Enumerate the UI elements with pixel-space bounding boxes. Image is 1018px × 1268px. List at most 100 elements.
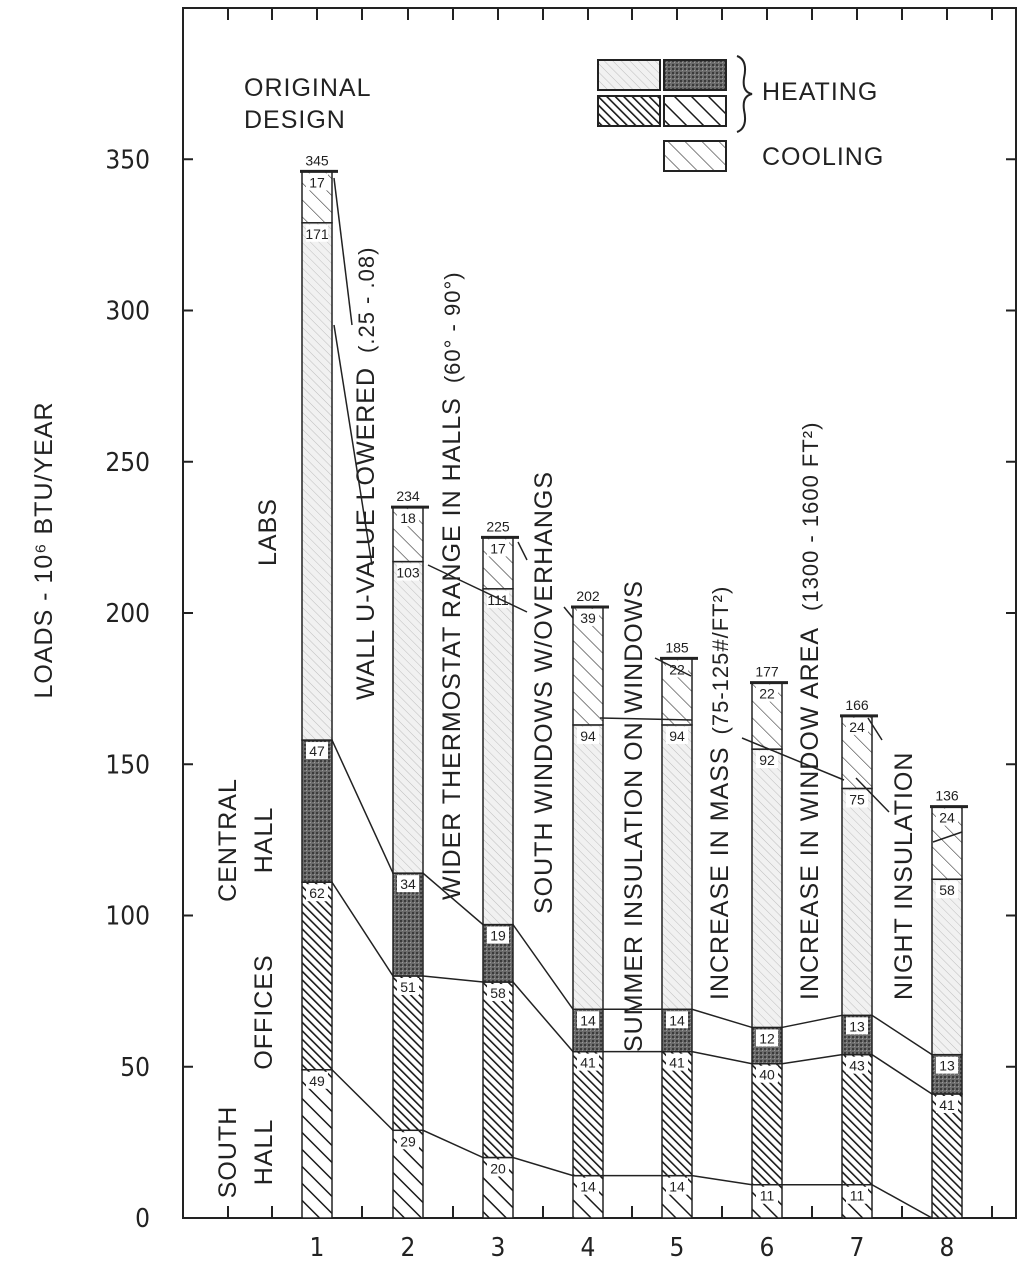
bar-segment [931,878,963,1056]
bar-segment [931,1093,963,1219]
y-tick-label: 350 [105,145,150,175]
central-hall-label-line2: HALL [250,807,278,874]
segment-value-label: 39 [580,610,596,626]
segment-value-label: 43 [849,1058,865,1074]
bar-segment [751,748,783,1029]
segment-value-label: 29 [400,1133,416,1149]
segment-label-bg [666,1011,688,1029]
annotation-wall-u-value: WALL U-VALUE LOWERED(.25 - .08) [352,247,380,700]
bar-segment [482,981,514,1159]
y-tick-label: 250 [105,448,150,478]
segment-label-bg [487,984,509,1002]
segment-value-label: 94 [669,728,685,744]
y-tick-label: 100 [105,902,150,932]
segment-label-bg [756,1029,778,1047]
bar-segment [572,1050,604,1177]
segment-value-label: 24 [939,810,955,826]
y-tick-label: 150 [105,750,150,780]
series-labels: ORIGINAL DESIGN LABS CENTRAL HALL OFFICE… [214,74,371,1199]
bar-group: 29 51 34 103 18 234 [391,488,429,1219]
leader-window-area [741,737,845,781]
segment-label-bg [756,1065,778,1083]
original-design-label-line1: ORIGINAL [244,74,371,102]
annotation-leaders [333,177,963,843]
segment-label-bg [306,1071,328,1089]
x-tick-label: 6 [760,1233,775,1263]
segment-value-label: 11 [760,1188,775,1204]
annotation-night-insulation: NIGHT INSULATION [890,752,918,1000]
segment-value-label: 14 [669,1012,685,1028]
legend: HEATING COOLING [597,55,884,172]
annotation-summer-insulation: SUMMER INSULATION ON WINDOWS [620,580,648,1052]
segment-label-bg [756,684,778,702]
leader-night-c [932,831,963,843]
bar-segment [661,724,693,1011]
segment-value-label: 17 [490,540,506,556]
segment-label-bg [666,1053,688,1071]
legend-brace [736,55,753,133]
bar-group: 49 62 47 171 17 345 [300,152,338,1219]
south-hall-label-line1: SOUTH [214,1106,242,1199]
segment-label-bg [487,1159,509,1177]
segment-value-label: 14 [580,1012,596,1028]
y-tick-label: 200 [105,599,150,629]
segment-label-bg [936,808,958,826]
bar-segment [841,1053,873,1186]
bar-total-label: 202 [576,588,600,604]
legend-swatch-offices [597,95,661,127]
legend-heating-label: HEATING [762,78,878,106]
y-tick-label: 300 [105,297,150,327]
segment-label-bg [397,875,419,893]
legend-cooling-label: COOLING [762,143,884,171]
bar-total-label: 185 [665,639,689,655]
annotation-increase-mass: INCREASE IN MASS(75-125#/FT²) [706,586,734,1000]
bar-segment [301,739,333,883]
x-tick-label: 1 [310,1233,325,1263]
bar-total-label: 177 [755,664,779,680]
leader-south-windows-b [517,541,528,561]
segment-label-bg [397,978,419,995]
central-hall-label-line1: CENTRAL [214,778,242,902]
bar-segment [301,881,333,1071]
segment-label-bg [756,751,778,769]
segment-value-label: 11 [850,1188,865,1204]
segment-value-label: 92 [759,752,775,768]
segment-value-label: 58 [490,985,506,1001]
south-hall-label-line2: HALL [250,1119,278,1186]
bar-group: 11 43 13 75 24 166 [840,697,878,1219]
annotation-south-windows: SOUTH WINDOWS W/OVERHANGS [530,471,558,914]
segment-value-label: 41 [939,1097,955,1113]
y-tick-label: 0 [135,1204,150,1234]
y-tick-label: 50 [120,1053,150,1083]
x-tick-label: 2 [401,1233,416,1263]
segment-label-bg [846,790,868,808]
segment-value-label: 58 [939,882,955,898]
segment-value-label: 14 [669,1179,685,1195]
leader-wall-u-value [333,177,353,326]
segment-label-bg [936,1056,958,1074]
x-tick-label: 7 [850,1233,865,1263]
bar-segment [392,975,424,1132]
segment-label-bg [577,608,599,626]
annotations: WALL U-VALUE LOWERED(.25 - .08) WIDER TH… [352,247,918,1052]
bar-segment [572,724,604,1011]
bar-group: 14 41 14 94 39 202 [571,588,609,1219]
annotation-window-area: INCREASE IN WINDOW AREA(1300 - 1600 FT²) [796,422,824,1000]
leader-mass [654,657,692,677]
labs-label: LABS [254,498,282,566]
segment-label-bg [577,1011,599,1029]
segment-label-bg [846,1186,868,1204]
segment-label-bg [487,539,509,557]
segment-label-bg [397,1132,419,1150]
leader-mass-b [599,717,693,721]
original-design-label-line2: DESIGN [244,106,346,134]
y-axis-label: LOADS - 10⁶ BTU/YEAR [30,401,58,698]
segment-value-label: 94 [580,728,596,744]
segment-label-bg [666,1177,688,1195]
segment-value-label: 17 [309,174,325,190]
segment-label-bg [577,1053,599,1071]
